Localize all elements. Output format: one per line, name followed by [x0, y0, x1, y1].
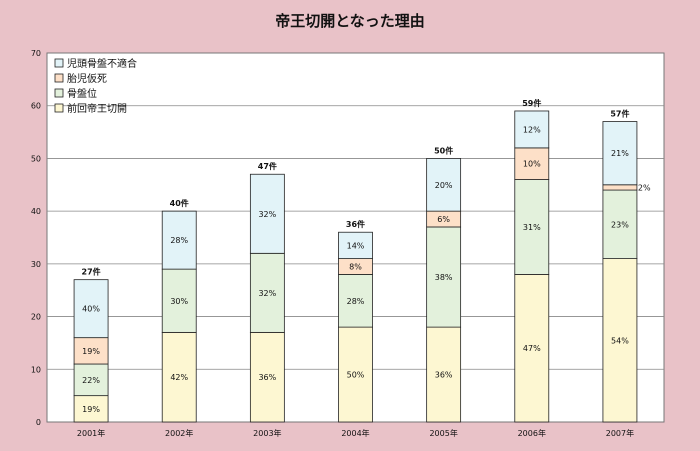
x-tick-label: 2007年 [606, 428, 634, 438]
bar-segment [338, 326, 373, 423]
bar-segment [514, 147, 550, 180]
bar-segment-label: 6% [437, 215, 450, 224]
bar-segment [161, 210, 197, 270]
bar-segment [73, 337, 109, 365]
x-tick-label: 2005年 [429, 428, 457, 438]
y-tick-label: 30 [31, 260, 41, 269]
y-tick-label: 20 [31, 313, 41, 322]
y-tick-label: 0 [36, 418, 41, 427]
legend-swatch [54, 88, 64, 98]
bar-segment-label: 40% [82, 305, 100, 314]
bar-segment-label: 28% [170, 236, 188, 245]
y-tick-label: 10 [31, 365, 41, 374]
bar-total-label: 59件 [522, 98, 541, 108]
bar-segment-label: 36% [258, 373, 276, 382]
bar-segment-label: 8% [349, 262, 362, 271]
bar-segment [426, 158, 462, 212]
bar-segment [338, 231, 373, 259]
legend-label: 骨盤位 [67, 87, 97, 100]
bar-total-label: 40件 [170, 198, 189, 208]
bar-segment-label: 28% [347, 297, 365, 306]
bar-segment-label: 10% [523, 160, 541, 169]
bar-total-label: 57件 [610, 109, 629, 119]
legend-label: 胎児仮死 [67, 72, 107, 85]
legend-label: 前回帝王切開 [67, 102, 127, 115]
bars: 19% 22% 19% 40% 27件 42% 30% 28% 40件 36% 32% 32% 47件 5… [73, 98, 651, 423]
bar-segment-label: 30% [170, 297, 188, 306]
bar-total-label: 47件 [258, 161, 277, 171]
bar-segment-label: 20% [435, 181, 453, 190]
bar-segment [602, 258, 638, 423]
bar-segment-label: 14% [347, 241, 365, 250]
bar-segment [161, 268, 197, 333]
legend-swatch [54, 58, 64, 68]
bar-segment-label: 36% [435, 371, 453, 380]
bar-segment [249, 331, 285, 423]
bar-segment [602, 121, 638, 186]
bar-segment [514, 179, 550, 275]
bar-segment [73, 279, 109, 339]
y-axis: 0 10 20 30 40 50 60 70 [31, 49, 41, 427]
y-tick-label: 40 [31, 207, 41, 216]
y-tick-label: 60 [31, 102, 41, 111]
bar-segment-label: 31% [523, 223, 541, 232]
bar-segment-label: 32% [258, 289, 276, 298]
bar-segment [426, 326, 462, 423]
bar-total-label: 27件 [82, 267, 101, 277]
x-axis: 2001年 2002年 2003年 2004年 2005年 2006年 2007年 [77, 428, 634, 438]
bar-segment-label: 23% [611, 220, 629, 229]
legend-label: 児頭骨盤不適合 [67, 57, 137, 70]
x-tick-label: 2003年 [253, 428, 281, 438]
y-tick-label: 50 [31, 154, 41, 163]
bar-segment-label: 50% [347, 371, 365, 380]
bar-segment [426, 226, 462, 328]
x-tick-label: 2001年 [77, 428, 105, 438]
chart-title: 帝王切開となった理由 [275, 12, 425, 30]
bar-segment [514, 273, 550, 423]
legend-swatch [54, 103, 64, 113]
bar-segment-label: 47% [523, 344, 541, 353]
bar-segment-label: 22% [82, 376, 100, 385]
bar-total-label: 50件 [434, 145, 453, 155]
bar-segment [602, 184, 638, 191]
bar-segment [514, 110, 550, 149]
bar-segment-label: 2% [638, 183, 651, 192]
bar-segment-label: 54% [611, 336, 629, 345]
bar-segment [249, 173, 285, 254]
x-tick-label: 2002年 [165, 428, 193, 438]
x-tick-label: 2006年 [518, 428, 546, 438]
bar-segment-label: 42% [170, 373, 188, 382]
bar-total-label: 36件 [346, 219, 365, 229]
y-tick-label: 70 [31, 49, 41, 58]
bar-segment-label: 12% [523, 125, 541, 134]
x-tick-label: 2004年 [341, 428, 369, 438]
bar-segment [249, 252, 285, 333]
bar-segment-label: 38% [435, 273, 453, 282]
legend-swatch [54, 73, 64, 83]
bar-segment-label: 21% [611, 149, 629, 158]
bar-segment [161, 331, 197, 423]
bar-segment-label: 32% [258, 210, 276, 219]
bar-segment-label: 19% [82, 347, 100, 356]
bar-segment-label: 19% [82, 405, 100, 414]
bar-segment [73, 395, 109, 423]
bar-segment [73, 363, 109, 397]
